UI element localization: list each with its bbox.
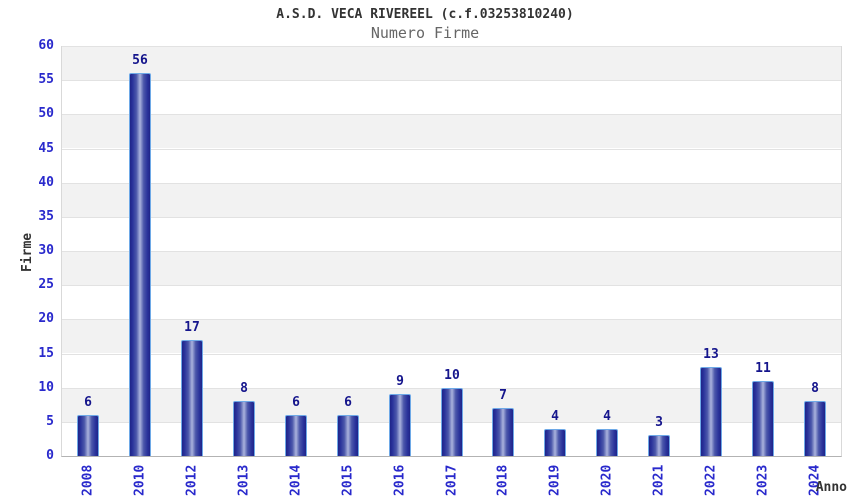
x-tick-label: 2017 <box>444 464 460 496</box>
plot-area: 6 56 17 8 6 6 9 10 7 4 4 3 13 11 8 <box>61 46 842 457</box>
bar-value-label: 4 <box>551 409 559 424</box>
bar-2020 <box>596 429 618 456</box>
bar-value-label: 6 <box>344 395 352 410</box>
y-tick-label: 5 <box>46 413 54 429</box>
x-axis-title: Anno <box>815 480 847 495</box>
y-tick-label: 20 <box>38 311 54 327</box>
plot-band <box>62 216 841 251</box>
bar-value-label: 8 <box>240 381 248 396</box>
chart-subtitle: Numero Firme <box>370 24 480 42</box>
bar-2015 <box>337 415 359 456</box>
bar-value-label: 6 <box>84 395 92 410</box>
plot-band <box>62 46 841 81</box>
x-tick-label: 2021 <box>651 464 667 496</box>
x-tick-label: 2016 <box>392 464 408 496</box>
bar-2019 <box>544 429 566 456</box>
bar-2024 <box>804 401 826 456</box>
bar-value-label: 17 <box>184 320 200 335</box>
plot-band <box>62 114 841 149</box>
x-tick-label: 2018 <box>495 464 511 496</box>
bar-2014 <box>285 415 307 456</box>
y-tick-label: 60 <box>38 38 54 53</box>
x-tick-label: 2012 <box>184 464 200 496</box>
y-tick-label: 50 <box>38 106 54 122</box>
plot-band <box>62 148 841 183</box>
bar-2023 <box>752 381 774 456</box>
bar-value-label: 4 <box>603 409 611 424</box>
y-tick-label: 35 <box>38 208 54 224</box>
bar-2013 <box>233 401 255 456</box>
plot-band <box>62 285 841 320</box>
bar-value-label: 7 <box>499 388 507 403</box>
bar-value-label: 8 <box>811 381 819 396</box>
y-tick-label: 45 <box>38 140 54 156</box>
y-tick-label: 40 <box>38 174 54 190</box>
bar-value-label: 9 <box>396 374 404 389</box>
x-tick-label: 2022 <box>703 464 719 496</box>
bar-2016 <box>389 394 411 456</box>
chart-title: A.S.D. VECA RIVEREEL (c.f.03253810240) <box>276 7 574 22</box>
x-tick-label: 2013 <box>236 464 252 496</box>
y-tick-label: 0 <box>46 448 54 463</box>
bar-2018 <box>492 408 514 456</box>
bar-2010 <box>129 73 151 456</box>
bar-2022 <box>700 367 722 456</box>
x-tick-label: 2023 <box>755 464 771 496</box>
y-tick-label: 25 <box>38 277 54 293</box>
x-tick-label: 2010 <box>132 464 148 496</box>
plot-band <box>62 251 841 286</box>
plot-band <box>62 80 841 115</box>
bar-2017 <box>441 388 463 456</box>
bar-2012 <box>181 340 203 456</box>
y-tick-label: 30 <box>38 243 54 258</box>
bar-value-label: 13 <box>703 347 719 362</box>
bar-2021 <box>648 435 670 456</box>
x-tick-label: 2015 <box>340 464 356 496</box>
y-tick-label: 15 <box>38 345 54 361</box>
bar-value-label: 3 <box>655 415 663 430</box>
y-tick-label: 55 <box>38 72 54 88</box>
x-tick-label: 2014 <box>288 464 304 496</box>
bar-value-label: 10 <box>444 368 460 383</box>
bar-value-label: 56 <box>132 53 148 68</box>
x-tick-label: 2019 <box>547 464 563 496</box>
plot-band <box>62 182 841 217</box>
bar-value-label: 11 <box>755 361 771 376</box>
x-tick-label: 2008 <box>80 464 96 496</box>
y-tick-label: 10 <box>38 379 54 395</box>
bar-2008 <box>77 415 99 456</box>
x-tick-label: 2020 <box>599 464 615 496</box>
bar-value-label: 6 <box>292 395 300 410</box>
